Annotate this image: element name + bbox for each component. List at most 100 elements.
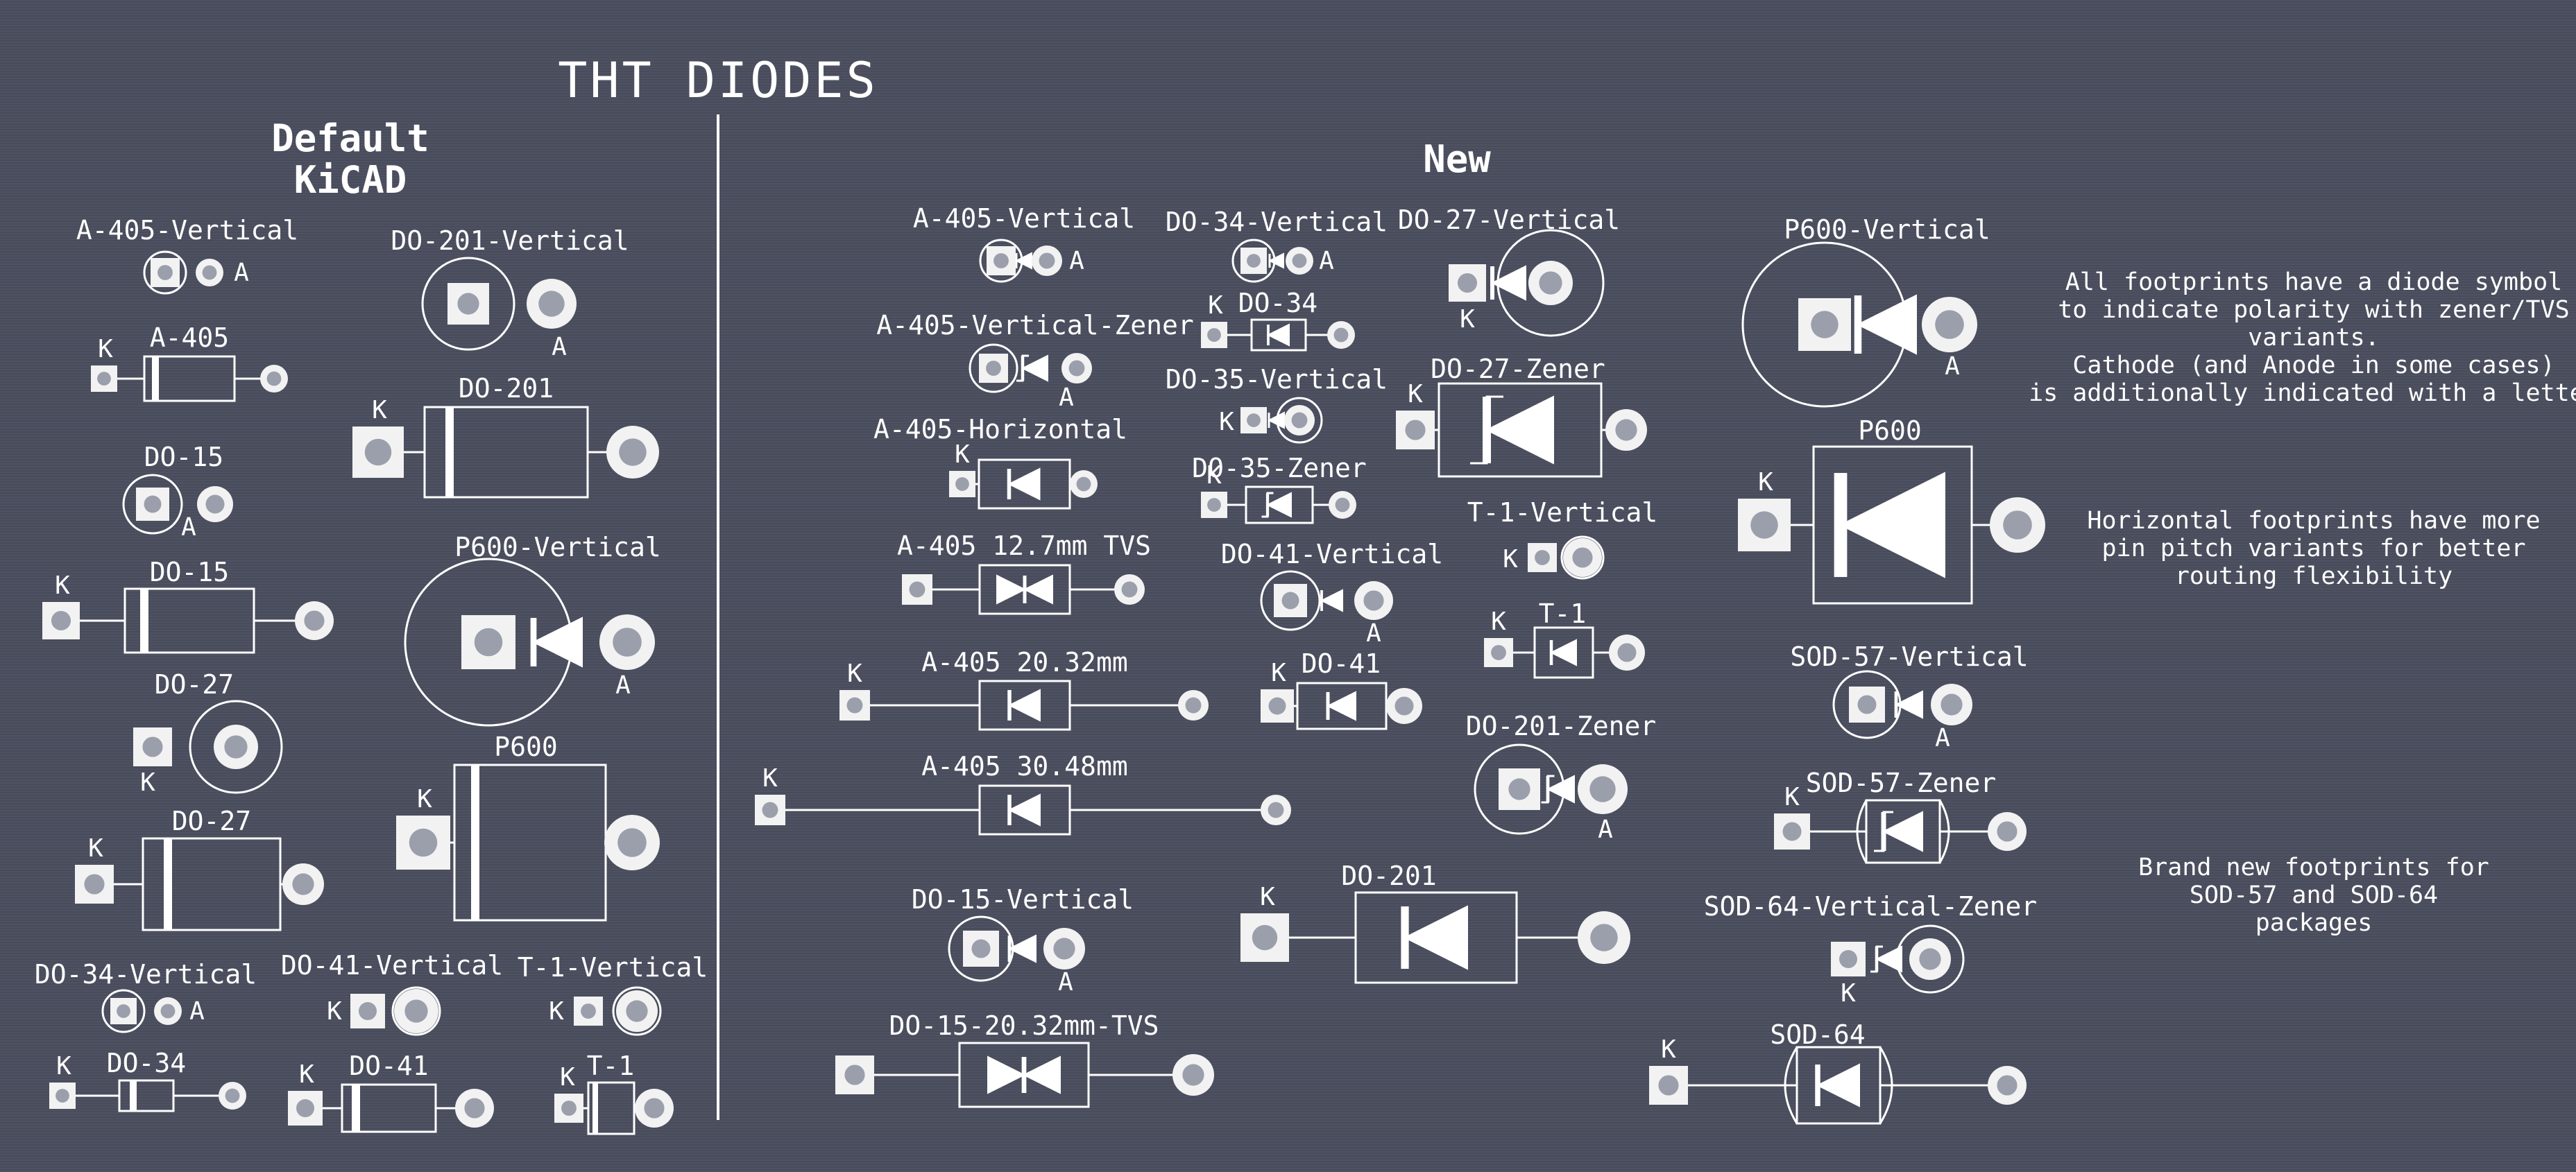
fp-do27-vertical: DO-27 K <box>133 669 283 797</box>
body-outline <box>958 1042 1090 1108</box>
body-outline <box>978 564 1071 615</box>
drill-hole <box>561 1101 577 1116</box>
drill-hole <box>1839 950 1857 968</box>
drill-hole <box>1291 412 1308 429</box>
fp-p600-vertical: P600-Vertical A <box>404 532 661 727</box>
anode-letter: A <box>189 997 205 1026</box>
cathode-letter: K <box>1503 545 1518 574</box>
cathode-letter: K <box>955 440 970 469</box>
drill-hole <box>846 697 863 714</box>
drill-hole <box>1589 776 1616 802</box>
cathode-letter: K <box>1784 783 1800 811</box>
sod64-body-ends <box>1784 1046 1893 1124</box>
footprint-label: DO-27-Vertical <box>1398 205 1620 235</box>
body-outline <box>421 257 515 351</box>
diode-symbol <box>1894 690 1923 719</box>
diode-symbol <box>1022 1055 1061 1094</box>
drill-hole <box>404 999 428 1023</box>
fp-new-p600: P600 K <box>1738 415 2045 605</box>
footprint-label: A-405-Vertical <box>76 215 298 245</box>
fp-do34: DO-34 K <box>49 1048 246 1112</box>
footprint-label: DO-41 <box>349 1051 428 1081</box>
diode-symbol <box>1882 811 1923 852</box>
footprint-label: SOD-57-Vertical <box>1790 641 2028 672</box>
body-outline <box>969 343 1018 393</box>
drill-hole <box>1457 273 1478 293</box>
note-3-line-3: packages <box>2255 909 2373 937</box>
diode-symbol <box>1546 775 1575 804</box>
body-outline <box>1533 626 1594 679</box>
fp-new-do41-vertical: DO-41-Vertical A <box>1221 539 1443 648</box>
cathode-letter: K <box>417 785 432 813</box>
footprint-label: DO-34-Vertical <box>1166 207 1388 237</box>
cathode-letter: K <box>98 335 113 363</box>
drill-hole <box>304 610 325 631</box>
footprint-label: A-405-Vertical <box>913 203 1135 234</box>
drill-hole <box>51 610 71 631</box>
diode-symbol <box>1023 574 1053 605</box>
heading-default-line1: Default <box>271 117 429 160</box>
cathode-letter: K <box>299 1060 314 1089</box>
drill-hole <box>619 438 647 466</box>
diode-symbol <box>1265 492 1292 518</box>
cathode-letter: K <box>1841 979 1856 1008</box>
drill-hole <box>224 735 248 759</box>
diode-symbol <box>996 574 1027 605</box>
note-2-line-1: Horizontal footprints have more <box>2087 507 2540 535</box>
fp-do41: DO-41 K <box>288 1051 494 1133</box>
footprint-label: T-1-Vertical <box>518 952 708 983</box>
fp-do34-vertical: DO-34-Vertical A <box>35 959 257 1033</box>
footprint-label: DO-34-Vertical <box>35 959 257 990</box>
drill-hole <box>464 1098 485 1119</box>
drill-hole <box>986 361 1001 376</box>
diode-symbol <box>987 1055 1026 1094</box>
anode-letter: A <box>234 259 249 287</box>
note-3-line-2: SOD-57 and SOD-64 <box>2190 881 2438 909</box>
cathode-letter: K <box>1271 659 1286 687</box>
note-2-line-2: pin pitch variants for better <box>2101 535 2525 562</box>
drill-hole <box>644 1098 665 1119</box>
body-outline <box>189 700 283 794</box>
fp-t1: T-1 K <box>554 1051 674 1135</box>
drill-hole <box>409 828 438 857</box>
body-outline <box>1812 445 1973 605</box>
drill-hole <box>2003 510 2032 540</box>
fp-new-do35-vertical: DO-35-Vertical K <box>1166 364 1388 444</box>
drill-hole <box>97 372 111 386</box>
diode-symbol <box>1875 945 1902 973</box>
diode-symbol <box>531 617 583 668</box>
fp-do201: DO-201 K <box>352 373 659 499</box>
note-polarity: All footprints have a diode symbol to in… <box>2029 268 2576 407</box>
drill-hole <box>1281 592 1299 610</box>
drill-hole <box>1919 948 1941 970</box>
heading-default-line2: KiCAD <box>294 158 407 202</box>
cathode-letter: K <box>1408 380 1423 408</box>
body-outline <box>1250 318 1307 352</box>
body-outline <box>123 587 255 654</box>
body-outline <box>142 837 282 931</box>
drill-hole <box>1617 643 1637 662</box>
footprint-label: P600-Vertical <box>1784 214 1990 245</box>
diagram-title: THT DIODES <box>558 52 878 109</box>
drill-hole <box>971 939 991 958</box>
fp-new-t1-vertical: T-1-Vertical K <box>1467 497 1657 580</box>
drill-hole <box>160 1003 176 1019</box>
note-1-line-4: Cathode (and Anode in some cases) <box>2072 352 2554 379</box>
drill-hole <box>117 1004 130 1018</box>
body-outline <box>1795 1046 1882 1125</box>
fp-new-a405-vertical: A-405-Vertical A <box>913 203 1135 283</box>
body-outline <box>143 355 236 402</box>
drill-hole <box>1363 590 1384 611</box>
zener-bar <box>1870 945 1883 973</box>
drill-hole <box>1053 938 1075 960</box>
drill-hole <box>1185 697 1202 714</box>
footprint-label: DO-15-Vertical <box>912 884 1134 915</box>
drill-hole <box>1811 311 1839 338</box>
diode-symbol <box>1320 589 1343 612</box>
zener-bar <box>1874 811 1893 852</box>
fp-new-do34-vertical: DO-34-Vertical A <box>1166 207 1388 283</box>
fp-new-sod64-vertical-zener: SOD-64-Vertical-Zener K <box>1704 891 2037 1008</box>
